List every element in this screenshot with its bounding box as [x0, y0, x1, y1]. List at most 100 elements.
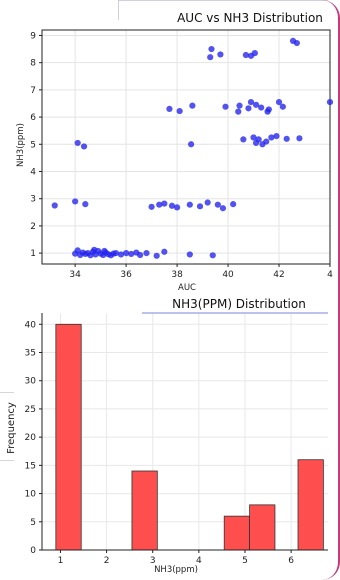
scatter-point	[101, 247, 108, 255]
histogram-chart: NH3(PPM) Distribution 1 2 3 4 5 6 0 5 10 15 20 25 3…	[6, 297, 328, 575]
scatter-point	[82, 201, 89, 208]
scatter-point	[236, 102, 243, 109]
histogram-y-tick-label: 20	[25, 433, 37, 443]
scatter-y-tick-label: 6	[30, 113, 36, 123]
scatter-point	[166, 105, 173, 113]
histogram-x-tick-label: 6	[288, 556, 294, 566]
scatter-point	[143, 250, 150, 257]
histogram-bar	[223, 515, 250, 551]
scatter-point	[273, 133, 280, 140]
scatter-point	[235, 108, 242, 115]
histogram-y-tick-label: 30	[25, 377, 37, 387]
scatter-x-tick-label: 38	[171, 270, 183, 280]
scatter-point	[186, 201, 193, 208]
histogram-y-label: Frequency	[6, 402, 17, 454]
scatter-point	[279, 103, 286, 110]
scatter-point	[161, 248, 168, 255]
histogram-x-tick-label: 3	[150, 556, 156, 566]
scatter-point	[283, 135, 290, 142]
scatter-point	[112, 250, 120, 257]
scatter-point	[326, 99, 334, 106]
histogram-y-tick-label: 35	[25, 349, 36, 359]
scatter-x-tick-label: 40	[222, 270, 234, 280]
histogram-y-tick-label: 0	[30, 546, 36, 556]
scatter-point	[189, 102, 196, 109]
scatter-point	[74, 139, 81, 147]
scatter-point	[252, 101, 260, 108]
scatter-point	[72, 198, 79, 205]
scatter-plot-area	[41, 29, 331, 265]
scatter-point	[264, 108, 271, 115]
scatter-point	[117, 251, 125, 258]
scatter-point	[296, 135, 303, 142]
scatter-point	[196, 203, 204, 210]
scatter-point	[204, 199, 211, 206]
scatter-y-tick-label: 1	[30, 249, 36, 259]
scatter-point	[187, 141, 195, 148]
scatter-point	[148, 203, 155, 210]
scatter-point	[251, 50, 258, 57]
scatter-point	[153, 252, 160, 259]
scatter-point	[161, 200, 168, 207]
scatter-point	[137, 251, 144, 259]
histogram-x-tick-label: 2	[104, 556, 110, 566]
scatter-point	[214, 201, 221, 208]
scatter-point	[258, 104, 265, 111]
scatter-x-ticks: 34 36 38 40 42 4	[69, 264, 333, 280]
histogram-x-ticks: 1 2 3 4 5 6	[58, 550, 294, 566]
histogram-y-tick-label: 25	[25, 405, 36, 415]
histogram-axes	[41, 312, 328, 551]
scatter-point	[209, 252, 216, 259]
scatter-point	[91, 246, 98, 253]
histogram-y-tick-label: 10	[25, 490, 37, 500]
scatter-title: AUC vs NH3 Distribution	[177, 11, 323, 25]
scatter-x-label: AUC	[178, 283, 196, 293]
histogram-x-tick-label: 5	[242, 556, 248, 566]
scatter-point	[263, 138, 270, 145]
histogram-bars	[55, 323, 324, 551]
histogram-bar	[297, 459, 324, 551]
scatter-point	[242, 51, 249, 59]
scatter-point	[217, 51, 224, 58]
scatter-point	[247, 99, 255, 106]
histogram-bar	[249, 504, 276, 551]
scatter-y-tick-label: 2	[30, 222, 36, 232]
scatter-x-tick-label: 36	[120, 270, 132, 280]
scatter-x-tick-label: 4	[327, 270, 333, 280]
scatter-point	[275, 99, 283, 106]
side-divider	[0, 392, 14, 393]
scatter-point	[128, 250, 135, 258]
histogram-y-ticks: 0 5 10 15 20 25 30 35 40	[25, 320, 42, 556]
scatter-point	[173, 204, 181, 211]
scatter-point	[123, 250, 130, 257]
histogram-bar	[55, 323, 82, 551]
scatter-y-tick-label: 3	[30, 195, 36, 205]
histogram-x-label: NH3(ppm)	[154, 565, 198, 575]
scatter-point	[186, 251, 193, 258]
histogram-y-tick-label: 15	[25, 461, 36, 471]
scatter-point	[240, 136, 247, 143]
scatter-point	[230, 201, 237, 208]
scatter-point	[245, 105, 252, 112]
scatter-point	[250, 134, 257, 141]
frame-left-line	[118, 0, 119, 20]
scatter-x-tick-label: 34	[69, 270, 81, 280]
scatter-point	[208, 45, 215, 53]
scatter-y-tick-label: 8	[30, 59, 36, 69]
frame-right-edge	[316, 0, 340, 580]
scatter-point	[207, 54, 214, 61]
histogram-grid	[42, 313, 328, 551]
histogram-x-tick-label: 4	[196, 556, 202, 566]
scatter-y-label: NH3(ppm)	[16, 123, 26, 167]
scatter-y-tick-label: 4	[30, 167, 36, 177]
scatter-grid	[42, 30, 331, 264]
scatter-point	[156, 201, 163, 208]
scatter-point	[168, 202, 176, 209]
histogram-x-tick-label: 1	[58, 556, 64, 566]
scatter-x-tick-label: 42	[273, 270, 284, 280]
scatter-point	[255, 136, 262, 143]
scatter-point	[222, 103, 229, 110]
scatter-y-tick-label: 7	[30, 86, 36, 96]
scatter-point	[268, 134, 275, 141]
